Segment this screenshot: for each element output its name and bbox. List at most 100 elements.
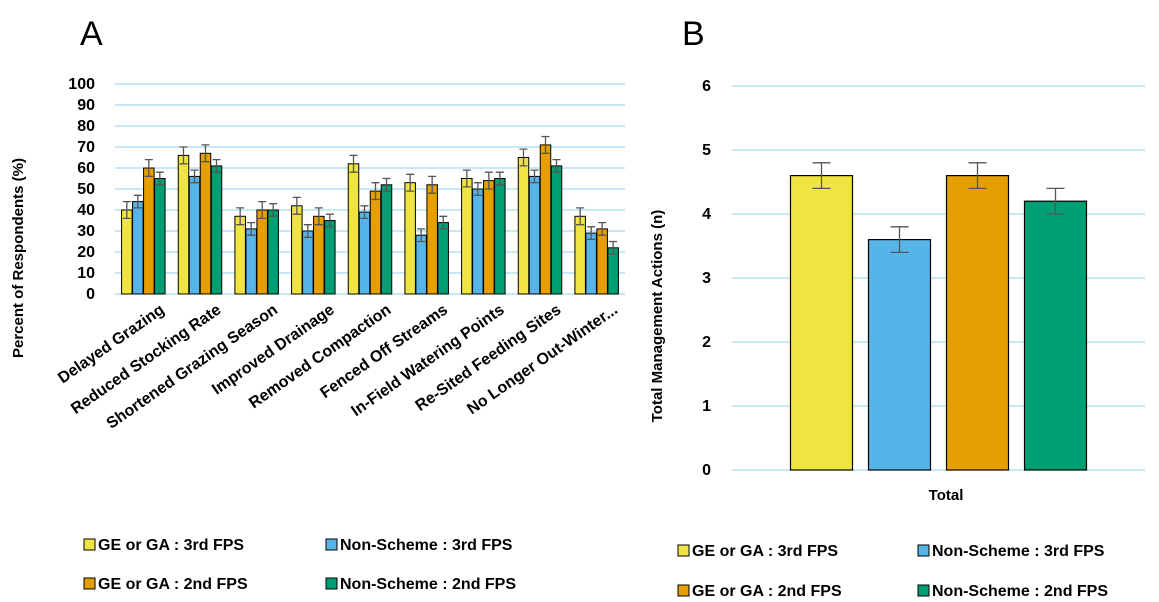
bar	[789, 175, 854, 471]
legend-swatch	[83, 577, 96, 590]
error-bar	[428, 175, 437, 194]
panel-b-letter: B	[682, 15, 705, 53]
error-bar	[258, 200, 267, 220]
y-tick-label: 6	[702, 78, 711, 95]
panel-a-error-bars	[122, 135, 618, 255]
bar	[415, 234, 427, 295]
legend-label: GE or GA : 2nd FPS	[98, 576, 248, 593]
bar	[199, 152, 212, 295]
bar	[291, 205, 303, 295]
legend-label: Non-Scheme : 3rd FPS	[340, 537, 513, 554]
error-bar	[968, 162, 987, 190]
error-bar	[122, 200, 131, 220]
error-bar	[269, 203, 278, 217]
bar	[461, 178, 473, 295]
error-bar	[179, 146, 188, 165]
error-bar	[155, 171, 164, 186]
error-bar	[292, 196, 301, 215]
error-bar	[371, 182, 380, 201]
bar	[945, 175, 1010, 471]
error-bar	[812, 162, 831, 190]
legend-swatch	[917, 544, 930, 557]
y-tick-label: 4	[702, 206, 711, 223]
error-bar	[495, 171, 504, 186]
bar	[472, 188, 484, 295]
y-tick-label: 3	[702, 270, 711, 287]
error-bar	[1046, 187, 1065, 215]
panel-b-error-bars	[812, 162, 1065, 254]
error-bar	[609, 240, 618, 255]
legend-label: Non-Scheme : 2nd FPS	[340, 576, 516, 593]
bar	[267, 209, 279, 295]
legend-swatch	[83, 538, 96, 551]
error-bar	[439, 215, 448, 230]
y-tick-label: 80	[77, 118, 95, 135]
error-bar	[484, 171, 493, 190]
y-tick-label: 100	[68, 76, 95, 93]
bar	[483, 180, 495, 295]
bar	[380, 184, 393, 295]
error-bar	[382, 177, 391, 192]
error-bar	[576, 207, 585, 226]
bar	[177, 154, 190, 295]
error-bar	[360, 205, 369, 220]
error-bar	[890, 226, 909, 254]
bar	[256, 209, 268, 295]
bar	[324, 220, 336, 295]
bar	[302, 230, 314, 295]
y-tick-label: 5	[702, 142, 711, 159]
legend-swatch	[677, 544, 690, 557]
legend-label: GE or GA : 3rd FPS	[692, 543, 838, 560]
y-tick-label: 2	[702, 334, 711, 351]
y-tick-label: 70	[77, 139, 95, 156]
legend-swatch	[325, 538, 338, 551]
error-bar	[598, 221, 607, 236]
error-bar	[473, 182, 482, 196]
panel-b-bars	[789, 175, 1088, 471]
bar	[234, 215, 246, 295]
y-tick-label: 90	[77, 97, 95, 114]
bar	[313, 215, 325, 295]
y-tick-label: 20	[77, 244, 95, 261]
bar	[369, 190, 382, 295]
y-tick-label: 0	[86, 286, 95, 303]
bar	[245, 228, 257, 295]
bar	[188, 175, 201, 295]
error-bar	[325, 213, 334, 228]
bar	[867, 239, 932, 471]
legend-label: GE or GA : 2nd FPS	[692, 583, 842, 600]
error-bar	[201, 144, 210, 163]
bar	[132, 201, 144, 295]
panel-b-x-axis-title: Total	[929, 487, 964, 504]
bar	[585, 232, 597, 295]
error-bar	[303, 224, 312, 238]
bar	[404, 182, 416, 295]
bar	[528, 175, 541, 295]
panel-a-y-ticks: 0 10 20 30 40 50 60 70 80 90 100	[68, 76, 95, 303]
y-tick-label: 50	[77, 181, 95, 198]
bar	[121, 209, 133, 295]
error-bar	[144, 158, 153, 178]
bar	[574, 215, 586, 295]
error-bar	[462, 169, 471, 188]
error-bar	[133, 194, 142, 209]
bar	[143, 167, 155, 295]
error-bar	[587, 226, 596, 241]
legend-swatch	[917, 584, 930, 597]
error-bar	[314, 207, 323, 226]
legend-swatch	[325, 577, 338, 590]
error-bar	[247, 221, 256, 236]
legend-label: Non-Scheme : 3rd FPS	[932, 543, 1105, 560]
bar	[437, 222, 449, 295]
bar	[210, 165, 223, 295]
panel-b-y-axis-title: Total Management Actions (n)	[649, 210, 666, 423]
y-tick-label: 40	[77, 202, 95, 219]
bar	[596, 228, 608, 295]
error-bar	[530, 169, 539, 184]
error-bar	[552, 158, 561, 173]
panel-b-y-ticks: 0 1 2 3 4 5 6	[702, 78, 711, 479]
bar	[1023, 200, 1088, 471]
error-bar	[236, 207, 245, 226]
